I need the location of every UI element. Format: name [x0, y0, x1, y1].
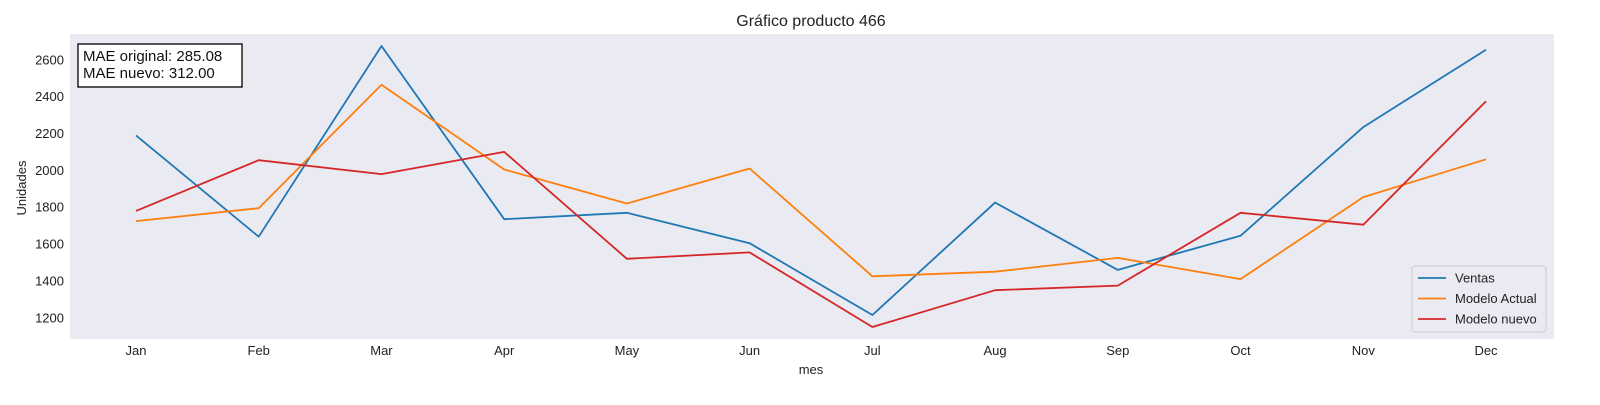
y-axis-label: Unidades	[14, 160, 29, 215]
mae-box-frame	[77, 43, 243, 88]
y-axis-ticks: 1200 1400 1600 1800 2000 2200 2400 2600	[35, 52, 64, 325]
series-line-2	[135, 83, 1487, 281]
chart-title: Gráfico producto 466	[736, 13, 886, 30]
y-tick-label: 1800	[35, 200, 64, 215]
legend-label: Ventas	[1455, 271, 1495, 286]
y-tick-label: 1400	[35, 273, 64, 288]
x-tick-label: Jul	[864, 343, 881, 358]
x-tick-label: Sep	[1106, 343, 1129, 358]
x-tick-label: Feb	[248, 343, 270, 358]
series-lines	[135, 45, 1487, 328]
y-tick-label: 1600	[35, 237, 64, 252]
x-tick-label: Jun	[739, 343, 760, 358]
legend-label: Modelo Actual	[1455, 291, 1537, 306]
mae-original-text: MAE original: 285.08	[83, 48, 222, 65]
x-axis-ticks: Jan Feb Mar Apr May Jun Jul Aug Sep Oct Nov Dec	[126, 343, 1499, 358]
legend-label: Modelo nuevo	[1455, 312, 1537, 327]
x-tick-label: Apr	[494, 343, 515, 358]
x-tick-label: Aug	[984, 343, 1007, 358]
plot-area	[70, 34, 1554, 339]
y-tick-label: 2600	[35, 52, 64, 67]
series-line-1	[135, 45, 1487, 316]
legend: Ventas Modelo Actual Modelo nuevo	[1411, 265, 1547, 333]
x-tick-label: Nov	[1352, 343, 1376, 358]
series-line-3	[135, 100, 1487, 328]
x-axis-label: mes	[799, 362, 824, 377]
x-tick-label: Jan	[126, 343, 147, 358]
x-tick-label: Oct	[1230, 343, 1251, 358]
mae-annotation-box: MAE original: 285.08 MAE nuevo: 312.00	[77, 43, 243, 88]
legend-frame	[1411, 265, 1547, 333]
mae-nuevo-text: MAE nuevo: 312.00	[83, 65, 215, 82]
x-tick-label: May	[615, 343, 640, 358]
y-tick-label: 2400	[35, 89, 64, 104]
x-tick-label: Dec	[1474, 343, 1498, 358]
x-tick-label: Mar	[370, 343, 393, 358]
y-tick-label: 2000	[35, 163, 64, 178]
y-tick-label: 2200	[35, 126, 64, 141]
y-tick-label: 1200	[35, 310, 64, 325]
